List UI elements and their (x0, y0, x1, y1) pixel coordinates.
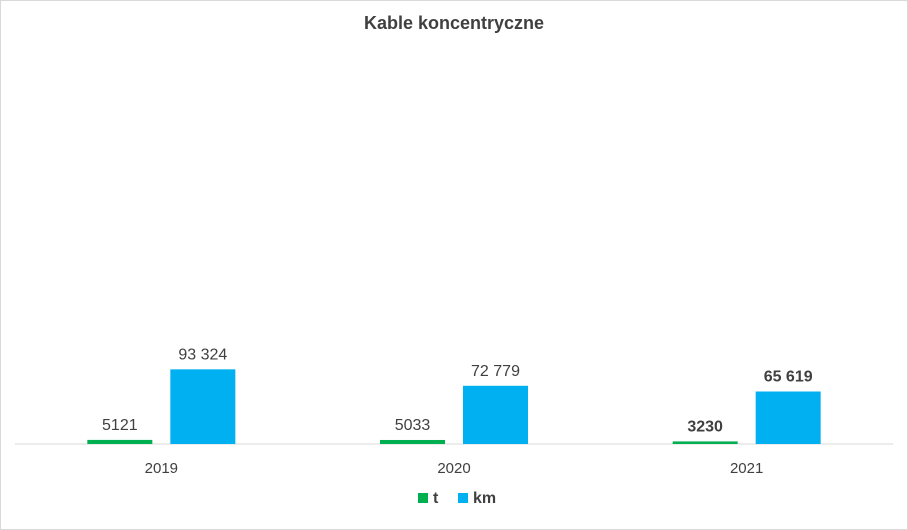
legend-swatch-t (418, 493, 428, 503)
data-label-t-2019: 5121 (102, 417, 138, 434)
data-label-km-2021: 65 619 (764, 369, 813, 386)
x-tick-label-2020: 2020 (437, 460, 470, 477)
bars-group: 5121 93 324 2019 5033 72 779 2020 3230 65 619 20… (87, 346, 821, 477)
bar-t-2019 (87, 439, 153, 444)
legend: t km (418, 490, 496, 507)
data-label-t-2021: 3230 (687, 418, 723, 435)
chart-title: Kable koncentryczne (364, 13, 544, 33)
legend-label-km: km (473, 490, 496, 507)
bar-km-2019 (170, 369, 236, 444)
bar-km-2021 (755, 391, 821, 444)
bar-t-2020 (380, 439, 445, 444)
legend-label-t: t (433, 490, 439, 507)
bar-t-2021 (672, 441, 738, 444)
bar-km-2020 (463, 385, 528, 444)
data-label-t-2020: 5033 (395, 417, 431, 434)
data-label-km-2020: 72 779 (471, 363, 520, 380)
x-tick-label-2021: 2021 (730, 460, 763, 477)
x-tick-label-2019: 2019 (145, 460, 178, 477)
data-label-km-2019: 93 324 (178, 346, 227, 363)
legend-swatch-km (458, 493, 468, 503)
